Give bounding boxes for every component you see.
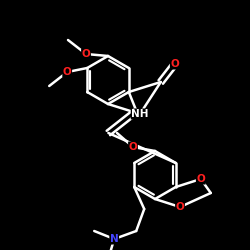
Text: O: O	[176, 202, 184, 212]
Text: O: O	[170, 59, 179, 69]
Text: O: O	[196, 174, 205, 184]
Text: N: N	[110, 234, 118, 244]
Text: NH: NH	[131, 109, 149, 119]
Text: O: O	[82, 49, 90, 59]
Text: O: O	[128, 142, 138, 152]
Text: O: O	[63, 67, 72, 77]
